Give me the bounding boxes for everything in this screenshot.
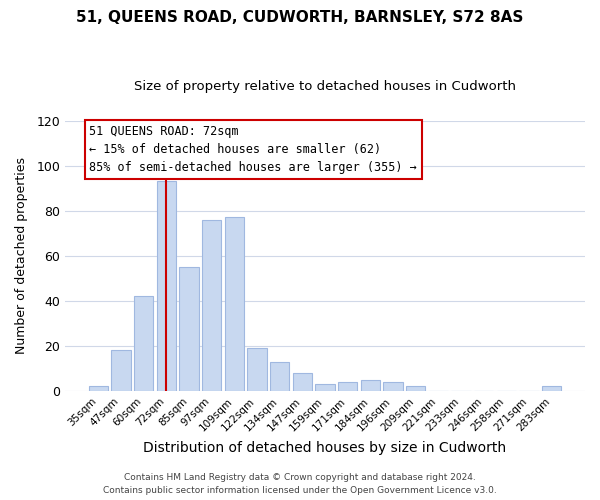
Bar xyxy=(542,386,562,391)
Bar xyxy=(112,350,131,391)
Text: 51 QUEENS ROAD: 72sqm
← 15% of detached houses are smaller (62)
85% of semi-deta: 51 QUEENS ROAD: 72sqm ← 15% of detached … xyxy=(89,125,417,174)
Title: Size of property relative to detached houses in Cudworth: Size of property relative to detached ho… xyxy=(134,80,516,93)
Bar xyxy=(157,182,176,391)
Bar xyxy=(383,382,403,391)
Bar xyxy=(338,382,358,391)
Bar xyxy=(179,267,199,391)
Bar xyxy=(316,384,335,391)
X-axis label: Distribution of detached houses by size in Cudworth: Distribution of detached houses by size … xyxy=(143,441,506,455)
Bar xyxy=(89,386,108,391)
Text: 51, QUEENS ROAD, CUDWORTH, BARNSLEY, S72 8AS: 51, QUEENS ROAD, CUDWORTH, BARNSLEY, S72… xyxy=(76,10,524,25)
Bar xyxy=(134,296,154,391)
Bar xyxy=(247,348,266,391)
Bar xyxy=(202,220,221,391)
Bar xyxy=(406,386,425,391)
Bar xyxy=(361,380,380,391)
Bar xyxy=(293,373,312,391)
Bar xyxy=(270,362,289,391)
Bar xyxy=(225,218,244,391)
Text: Contains HM Land Registry data © Crown copyright and database right 2024.
Contai: Contains HM Land Registry data © Crown c… xyxy=(103,474,497,495)
Y-axis label: Number of detached properties: Number of detached properties xyxy=(15,158,28,354)
